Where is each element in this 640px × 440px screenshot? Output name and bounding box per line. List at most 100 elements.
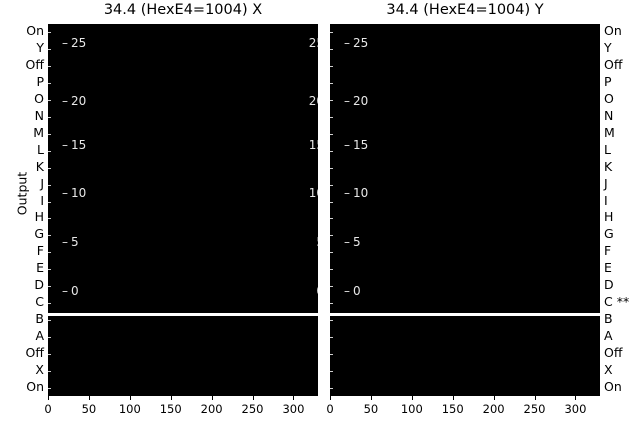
secondary-ytick-label-left-15: –15 — [62, 138, 86, 152]
panel-separator-x — [48, 313, 318, 316]
category-tick — [48, 269, 51, 270]
tick-dash-icon: – — [62, 36, 68, 50]
tick-dash-icon: – — [344, 94, 350, 108]
tick-value: 10 — [71, 186, 87, 200]
secondary-ytick-label-left-15: –15 — [344, 138, 368, 152]
category-tick — [330, 320, 333, 321]
category-tick — [330, 371, 333, 372]
x-tick-label-x-0: 0 — [44, 402, 52, 416]
category-tick — [48, 83, 51, 84]
category-label-right-16: C ** — [604, 294, 630, 309]
category-tick — [48, 49, 51, 50]
x-tick-y-300 — [575, 396, 577, 400]
tick-dash-icon: – — [344, 284, 350, 298]
category-label-right-15: D — [604, 277, 614, 293]
secondary-ytick-label-left-20: –20 — [344, 94, 368, 108]
category-label-left-18: A — [35, 327, 44, 343]
secondary-ytick-label-left-0: –0 — [344, 284, 361, 298]
category-tick — [330, 337, 333, 338]
x-tick-x-250 — [252, 396, 254, 400]
category-label-right-10: I — [604, 192, 608, 208]
category-tick — [48, 185, 51, 186]
category-tick — [330, 218, 333, 219]
plot-area-x-lower[interactable] — [48, 316, 318, 396]
x-tick-y-50 — [370, 396, 372, 400]
category-tick — [48, 117, 51, 118]
x-tick-x-50 — [88, 396, 90, 400]
category-tick — [330, 303, 333, 304]
x-tick-y-100 — [411, 396, 413, 400]
tick-value: 15 — [71, 138, 87, 152]
category-tick — [330, 83, 333, 84]
category-tick — [48, 371, 51, 372]
category-tick — [48, 32, 51, 33]
tick-dash-icon: – — [344, 138, 350, 152]
tick-value: 5 — [353, 235, 361, 249]
x-tick-label-y-250: 250 — [523, 402, 546, 416]
secondary-ytick-label-left-20: –20 — [62, 94, 86, 108]
category-tick — [48, 151, 51, 152]
category-label-right-17: B — [604, 310, 613, 326]
x-tick-x-150 — [170, 396, 172, 400]
x-tick-label-y-200: 200 — [482, 402, 505, 416]
tick-dash-icon: – — [344, 235, 350, 249]
category-tick — [48, 66, 51, 67]
x-tick-x-0 — [48, 396, 49, 400]
secondary-ytick-label-right-20: 20 — [308, 94, 318, 108]
category-tick — [330, 354, 333, 355]
tick-dash-icon: – — [62, 186, 68, 200]
category-label-left-9: J — [40, 175, 44, 191]
x-tick-label-y-0: 0 — [326, 402, 334, 416]
category-label-right-3: P — [604, 74, 612, 90]
category-tick — [330, 252, 333, 253]
category-tick — [48, 320, 51, 321]
plot-area-y-lower[interactable] — [330, 316, 600, 396]
secondary-ytick-label-left-10: –10 — [344, 186, 368, 200]
category-label-right-0: On — [604, 23, 622, 39]
tick-dash-icon: – — [62, 94, 68, 108]
category-tick — [48, 337, 51, 338]
category-label-right-19: Off — [604, 344, 623, 360]
panel-title-y: 34.4 (HexE4=1004) Y — [386, 2, 544, 18]
tick-value: 15 — [353, 138, 369, 152]
category-tick — [330, 269, 333, 270]
tick-dash-icon: – — [62, 138, 68, 152]
tick-dash-icon: – — [344, 36, 350, 50]
category-tick — [330, 134, 333, 135]
category-label-right-9: J — [604, 175, 608, 191]
tick-dash-icon: – — [62, 284, 68, 298]
category-label-right-8: K — [604, 158, 613, 174]
x-tick-label-x-50: 50 — [81, 402, 97, 416]
category-label-left-5: N — [34, 108, 44, 123]
x-tick-x-100 — [129, 396, 131, 400]
category-tick — [48, 388, 51, 389]
category-label-left-12: G — [34, 226, 44, 242]
category-label-left-4: O — [34, 91, 44, 107]
category-tick — [330, 388, 333, 389]
tick-dash-icon: – — [344, 186, 350, 200]
category-label-right-11: H — [604, 209, 614, 225]
category-tick — [330, 49, 333, 50]
x-tick-label-y-150: 150 — [441, 402, 464, 416]
category-tick — [48, 252, 51, 253]
x-tick-x-300 — [293, 396, 295, 400]
secondary-ytick-label-left-25: –25 — [62, 36, 86, 50]
plot-area-x-upper[interactable]: –2525–2020–1515–1010–55–00 — [48, 24, 318, 313]
category-label-right-20: X — [604, 361, 613, 377]
tick-dash-icon: – — [62, 235, 68, 249]
x-tick-y-0 — [330, 396, 331, 400]
category-label-left-17: B — [35, 310, 44, 326]
category-tick — [48, 235, 51, 236]
category-label-right-21: On — [604, 378, 622, 394]
category-label-left-7: L — [37, 141, 44, 157]
category-tick — [330, 32, 333, 33]
category-tick — [330, 185, 333, 186]
category-label-right-14: E — [604, 260, 612, 276]
x-tick-y-200 — [493, 396, 495, 400]
plot-area-y-upper[interactable]: –25–20–15–10–5–0 — [330, 24, 600, 313]
category-label-left-19: Off — [25, 344, 44, 360]
category-tick — [48, 354, 51, 355]
x-tick-label-y-50: 50 — [363, 402, 379, 416]
category-label-right-4: O — [604, 91, 614, 107]
